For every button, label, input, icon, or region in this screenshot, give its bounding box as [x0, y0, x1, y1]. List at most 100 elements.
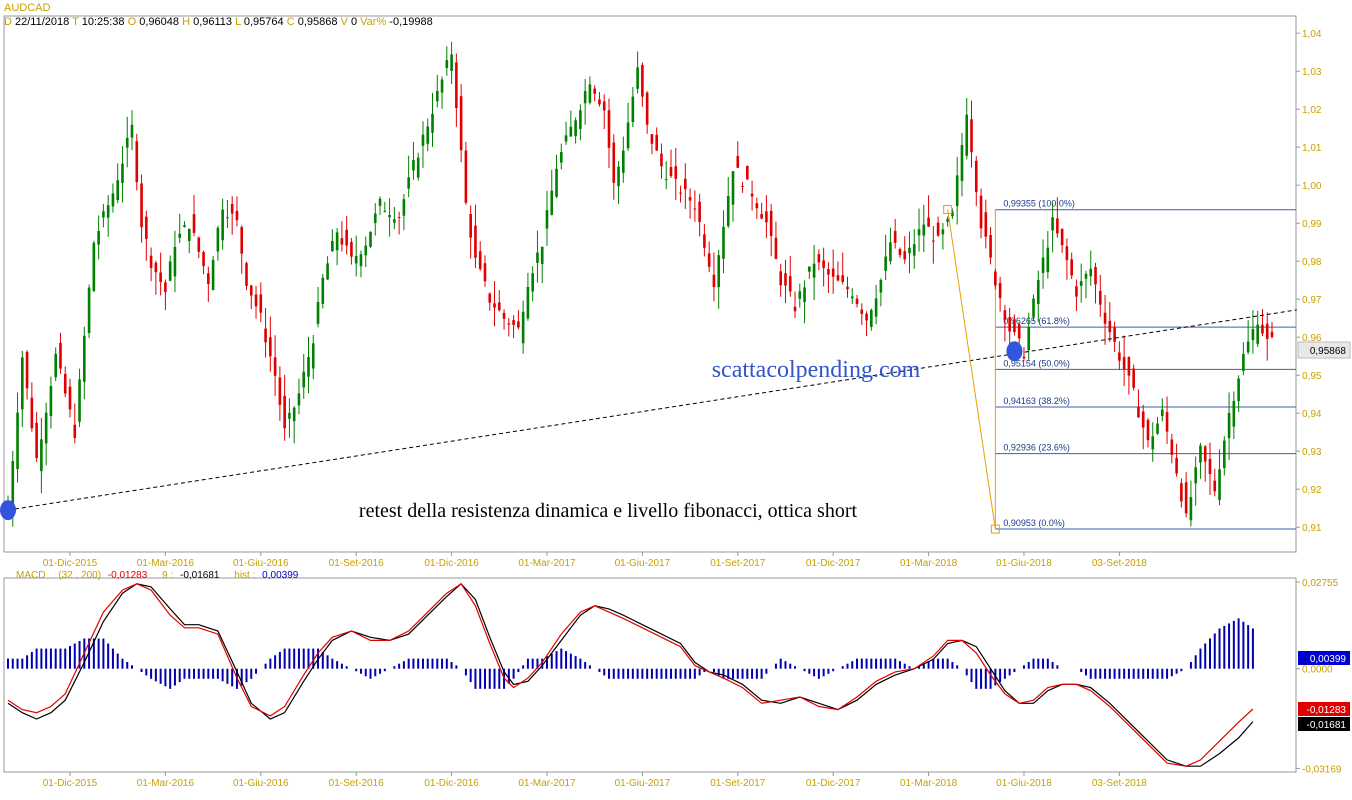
candle-body — [1137, 407, 1140, 418]
x-tick-label: 01-Mar-2018 — [900, 778, 958, 789]
hist-value: 0,00399 — [262, 570, 299, 581]
candle-body — [994, 271, 997, 286]
candle-body — [703, 234, 706, 248]
candle-body — [273, 357, 277, 376]
candle-body — [183, 225, 186, 227]
chart-overlays — [0, 205, 1297, 534]
candle-body — [135, 141, 139, 183]
candle-body — [426, 126, 430, 144]
candle-body — [784, 273, 787, 286]
candle-body — [1113, 327, 1116, 342]
macd-y-tick-label: 0,02755 — [1302, 578, 1339, 589]
candle-body — [965, 114, 969, 156]
candle-body — [421, 134, 425, 146]
candle-body — [517, 321, 520, 328]
candle-body — [1242, 354, 1245, 371]
candle-body — [502, 312, 506, 319]
candle-body — [331, 240, 334, 252]
candle-body — [235, 210, 239, 221]
candle-body — [445, 60, 449, 69]
candle-body — [397, 216, 401, 218]
candle-body — [1146, 420, 1150, 441]
candle-body — [68, 386, 72, 410]
price-y-tick-label: 1,03 — [1302, 67, 1322, 78]
x-tick-label: 01-Mar-2016 — [137, 558, 195, 569]
candle-body — [187, 228, 191, 241]
candle-body — [393, 219, 396, 223]
candle-body — [1041, 257, 1045, 273]
candle-body — [149, 255, 153, 268]
candle-body — [207, 273, 210, 284]
time-value: 10:25:38 — [81, 16, 125, 28]
candle-body — [1227, 413, 1231, 439]
macd-signal-value-box: -0,01283 — [1298, 702, 1350, 716]
candle-body — [1036, 280, 1040, 304]
candle-body — [216, 227, 220, 252]
macd-y-tick-label: 0,0000 — [1302, 665, 1333, 676]
candle-body — [311, 343, 315, 369]
candle-body — [11, 461, 15, 516]
candle-body — [1127, 357, 1131, 376]
candle-body — [35, 422, 38, 458]
candle-body — [641, 64, 644, 97]
candle-body — [335, 232, 339, 251]
candle-body — [1017, 324, 1021, 339]
candle-body — [912, 244, 916, 256]
candle-body — [1213, 480, 1217, 492]
candle-body — [655, 134, 659, 151]
candle-body — [1094, 266, 1097, 285]
candle-body — [607, 110, 611, 148]
candle-body — [932, 240, 935, 242]
candle-body — [259, 294, 263, 313]
candle-body — [102, 211, 105, 218]
candle-body — [1027, 327, 1031, 351]
candle-body — [121, 163, 124, 183]
candle-body — [326, 263, 329, 280]
candle-body — [83, 335, 86, 382]
candle-body — [249, 285, 253, 296]
candle-body — [660, 153, 663, 167]
fib-level-label: 0,90953 (0.0%) — [1003, 518, 1065, 528]
price-x-axis: 01-Dic-2015 01-Mar-2016 01-Giu-2016 01-Set-… — [43, 552, 1147, 569]
candle-body — [755, 203, 759, 209]
candle-body — [269, 337, 272, 357]
fib-swing-line — [947, 209, 996, 530]
candle-body — [788, 276, 792, 292]
candle-body — [540, 246, 544, 264]
candle-body — [574, 120, 577, 137]
chart-annotation: retest della resistenza dinamica e livel… — [359, 500, 858, 522]
candle-body — [808, 266, 811, 272]
candle-body — [283, 395, 286, 429]
candle-body — [684, 178, 687, 190]
candle-body — [197, 237, 201, 252]
symbol-title: AUDCAD — [4, 2, 51, 14]
candle-body — [536, 252, 539, 263]
candle-body — [612, 142, 616, 183]
candle-body — [1013, 319, 1016, 333]
high-value: 0,96113 — [193, 16, 233, 28]
price-y-tick-label: 0,92 — [1302, 485, 1322, 496]
candle-body — [106, 205, 110, 218]
signal-key: 9 : — [162, 570, 173, 581]
candle-body — [1208, 458, 1212, 475]
candle-body — [621, 150, 625, 173]
candle-body — [116, 180, 120, 201]
x-tick-label: 01-Giu-2018 — [996, 558, 1052, 569]
candle-body — [559, 152, 563, 163]
date-key: D — [4, 16, 12, 28]
date-value: 22/11/2018 — [15, 16, 70, 28]
x-tick-label: 01-Giu-2016 — [233, 558, 289, 569]
price-y-tick-label: 0,98 — [1302, 257, 1322, 268]
candle-body — [1075, 286, 1078, 297]
candle-body — [860, 309, 864, 314]
candle-body — [1156, 423, 1159, 434]
candle-body — [870, 309, 873, 328]
time-key: T — [72, 16, 79, 28]
volume-value: 0 — [350, 16, 358, 28]
candle-body — [240, 227, 244, 254]
macd-y-axis: 0,02755 0,0000 -0,03169 — [1296, 578, 1342, 775]
candle-body — [955, 175, 959, 207]
candle-body — [1070, 259, 1073, 276]
candle-body — [221, 209, 224, 241]
candle-body — [974, 160, 978, 193]
